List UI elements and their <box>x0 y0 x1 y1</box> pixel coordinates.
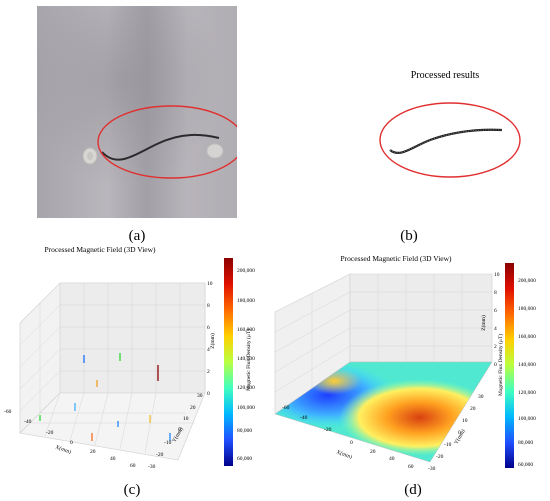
panel-c-x-tick: 40 <box>110 456 116 462</box>
panel-c-colorbar-tick: 80,000 <box>237 428 253 434</box>
panel-d-colorbar-tick: 60,000 <box>518 462 534 468</box>
panel-c-3d-axes <box>19 282 206 461</box>
panel-c-y-tick: -10 <box>164 440 172 446</box>
panel-d-title: Processed Magnetic Field (3D View) <box>340 254 452 263</box>
panel-d-x-tick: 20 <box>370 449 376 455</box>
panel-d-z-tick: 6 <box>494 308 497 314</box>
panel-c-colorbar <box>224 258 233 466</box>
panel-c-colorbar-label: Magnetic Flux Density (μT) <box>246 328 253 392</box>
panel-d-z-tick: 4 <box>494 326 497 332</box>
panel-d-z-label: Z(mm) <box>480 315 487 331</box>
panel-d-z-tick: 0 <box>494 362 497 368</box>
panel-d-y-tick: -20 <box>436 454 444 460</box>
panel-c-y-tick: -20 <box>156 452 164 458</box>
panel-d-colorbar-tick: 180,000 <box>518 306 536 312</box>
panel-c-y-tick: 20 <box>190 405 196 411</box>
photo-wire-in-dish <box>37 6 237 218</box>
panel-c-z-tick: 8 <box>207 303 210 309</box>
panel-d-z-tick: 10 <box>494 272 500 278</box>
panel-d-y-tick: 0 <box>458 430 461 436</box>
panel-c-label: (c) <box>123 482 141 498</box>
panel-b-figure <box>370 88 530 198</box>
panel-d-x-tick: -60 <box>282 405 290 411</box>
panel-c-z-tick: 10 <box>207 281 213 287</box>
panel-d-y-tick: -10 <box>444 442 452 448</box>
panel-c-z-label: Z(mm) <box>209 333 216 349</box>
panel-c-x-tick: 0 <box>70 440 73 446</box>
panel-c-x-tick: -60 <box>4 409 12 415</box>
panel-c-y-tick: 0 <box>178 427 181 433</box>
panel-c-z-tick: 6 <box>207 325 210 331</box>
panel-b-title: Processed results <box>410 70 480 81</box>
panel-d-3d-axes <box>274 273 493 463</box>
panel-c-colorbar-tick: 180,000 <box>237 298 255 304</box>
panel-d-x-tick: -40 <box>300 415 308 421</box>
panel-d-y-tick: 20 <box>470 406 476 412</box>
panel-a-photo <box>37 6 237 218</box>
panel-c-x-tick: -20 <box>46 430 54 436</box>
panel-d-colorbar-tick: 200,000 <box>518 278 536 284</box>
panel-d-x-tick: 40 <box>389 456 395 462</box>
panel-d-colorbar-tick: 80,000 <box>518 440 534 446</box>
panel-c-colorbar-tick: 100,000 <box>237 405 255 411</box>
panel-c-z-tick: 2 <box>207 369 210 375</box>
panel-c-x-tick: 60 <box>130 463 136 469</box>
panel-d-x-tick: 0 <box>350 440 353 446</box>
panel-d-x-tick: -20 <box>324 427 332 433</box>
panel-c-z-tick: 4 <box>207 347 210 353</box>
panel-c-y-tick: 30 <box>197 393 203 399</box>
panel-d-colorbar <box>505 263 514 468</box>
panel-d-colorbar-label: Magnetic Flux Density (μT) <box>498 333 505 397</box>
panel-d-label: (d) <box>404 482 422 498</box>
panel-c-y-tick: 10 <box>183 416 189 422</box>
panel-c-colorbar-tick: 200,000 <box>237 268 255 274</box>
panel-d-colorbar-tick: 100,000 <box>518 416 536 422</box>
panel-d-y-tick: 10 <box>462 418 468 424</box>
panel-d-z-tick: 2 <box>494 344 497 350</box>
panel-d-colorbar-tick: 140,000 <box>518 362 536 368</box>
panel-d-colorbar-tick: 160,000 <box>518 334 536 340</box>
panel-c-title: Processed Magnetic Field (3D View) <box>44 245 156 254</box>
panel-d-y-tick: -30 <box>428 466 436 472</box>
panel-c-y-tick: -30 <box>148 464 156 470</box>
processed-wire-curve <box>379 102 521 178</box>
panel-d-z-tick: 8 <box>494 290 497 296</box>
panel-c-x-tick: 20 <box>90 449 96 455</box>
panel-c-z-tick: 0 <box>207 391 210 397</box>
panel-b-label: (b) <box>400 228 418 244</box>
panel-d-y-tick: 30 <box>478 394 484 400</box>
panel-c-colorbar-tick: 60,000 <box>237 456 253 462</box>
panel-c-colorbar-tick: 120,000 <box>237 385 255 391</box>
panel-a-label: (a) <box>128 228 146 244</box>
panel-c-colorbar-tick: 140,000 <box>237 356 255 362</box>
panel-d-x-tick: 60 <box>408 464 414 470</box>
panel-c-x-tick: -40 <box>24 419 32 425</box>
panel-d-colorbar-tick: 120,000 <box>518 390 536 396</box>
panel-c-colorbar-tick: 160,000 <box>237 327 255 333</box>
